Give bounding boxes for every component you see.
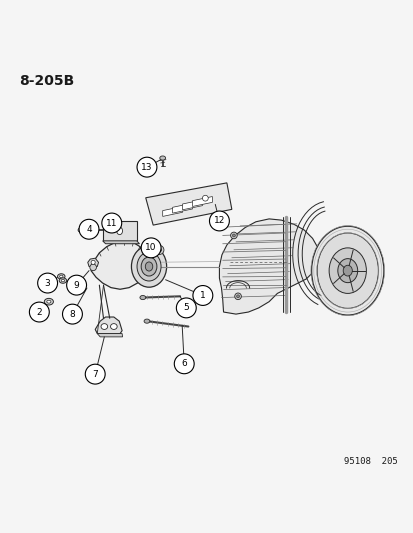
Text: 8: 8 xyxy=(69,310,75,319)
Text: 11: 11 xyxy=(106,219,117,228)
Polygon shape xyxy=(145,183,231,225)
Text: 12: 12 xyxy=(213,216,225,225)
Ellipse shape xyxy=(116,227,122,235)
Circle shape xyxy=(102,213,121,233)
Ellipse shape xyxy=(232,234,235,237)
Polygon shape xyxy=(172,203,192,213)
Ellipse shape xyxy=(311,226,383,315)
Text: 2: 2 xyxy=(36,308,42,317)
Text: 4: 4 xyxy=(86,225,92,234)
Ellipse shape xyxy=(59,278,66,283)
Ellipse shape xyxy=(137,252,161,281)
Ellipse shape xyxy=(59,275,63,278)
Ellipse shape xyxy=(342,265,351,276)
Polygon shape xyxy=(219,219,319,314)
Ellipse shape xyxy=(328,248,366,293)
Circle shape xyxy=(192,286,212,305)
Ellipse shape xyxy=(154,245,164,254)
Polygon shape xyxy=(97,334,122,337)
Polygon shape xyxy=(162,206,182,216)
Polygon shape xyxy=(88,258,98,266)
Ellipse shape xyxy=(159,156,165,160)
Text: 3: 3 xyxy=(45,279,50,288)
Ellipse shape xyxy=(141,257,157,276)
Ellipse shape xyxy=(140,295,145,300)
Ellipse shape xyxy=(144,319,150,323)
Circle shape xyxy=(66,275,86,295)
Circle shape xyxy=(137,157,157,177)
Circle shape xyxy=(141,238,161,258)
Ellipse shape xyxy=(101,324,107,329)
Text: 13: 13 xyxy=(141,163,152,172)
Polygon shape xyxy=(102,241,139,244)
Ellipse shape xyxy=(47,300,51,303)
Circle shape xyxy=(29,302,49,322)
Text: 95108  205: 95108 205 xyxy=(343,457,396,466)
Ellipse shape xyxy=(78,228,83,232)
Text: 6: 6 xyxy=(181,359,187,368)
Ellipse shape xyxy=(202,195,208,201)
Polygon shape xyxy=(182,200,202,210)
Polygon shape xyxy=(95,317,122,334)
Polygon shape xyxy=(192,197,212,206)
Circle shape xyxy=(176,298,196,318)
Ellipse shape xyxy=(236,295,239,298)
Ellipse shape xyxy=(91,260,95,264)
Text: 10: 10 xyxy=(145,244,157,252)
Circle shape xyxy=(38,273,57,293)
Circle shape xyxy=(174,354,194,374)
Ellipse shape xyxy=(234,293,241,300)
Ellipse shape xyxy=(316,233,377,308)
Ellipse shape xyxy=(90,264,96,271)
Ellipse shape xyxy=(44,298,53,305)
Text: 9: 9 xyxy=(74,281,79,289)
Ellipse shape xyxy=(57,274,65,279)
Ellipse shape xyxy=(61,279,64,282)
Ellipse shape xyxy=(110,324,117,329)
Ellipse shape xyxy=(145,262,152,271)
Polygon shape xyxy=(91,241,147,289)
Circle shape xyxy=(85,364,105,384)
Ellipse shape xyxy=(157,248,161,252)
Ellipse shape xyxy=(337,259,357,282)
Polygon shape xyxy=(102,221,136,241)
Circle shape xyxy=(209,211,229,231)
Circle shape xyxy=(79,219,99,239)
Text: 1: 1 xyxy=(199,291,205,300)
Text: 8-205B: 8-205B xyxy=(19,74,74,88)
Text: 5: 5 xyxy=(183,303,189,312)
Text: 7: 7 xyxy=(92,370,98,378)
Circle shape xyxy=(62,304,82,324)
Ellipse shape xyxy=(230,232,237,239)
Ellipse shape xyxy=(131,246,166,287)
